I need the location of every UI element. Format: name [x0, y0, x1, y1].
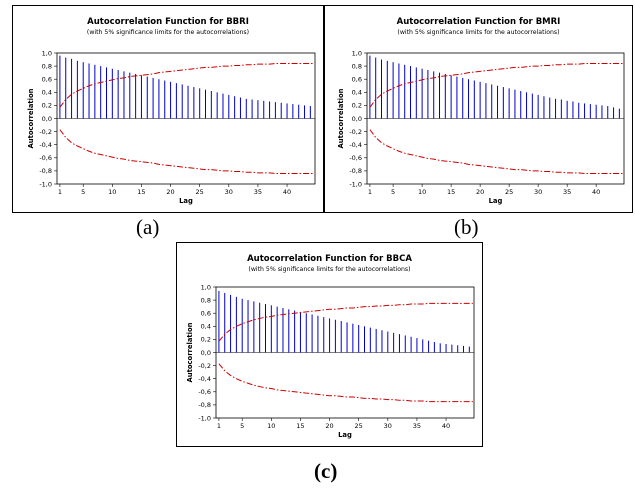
- acf-chart-bbri: Autocorrelation Function for BBRI (with 5…: [27, 17, 316, 205]
- x-tick-label: 35: [563, 188, 571, 196]
- y-tick-label: 0,6: [352, 76, 362, 84]
- y-axis-label: Autocorrelation: [337, 88, 345, 148]
- x-tick-label: 10: [418, 188, 426, 196]
- caption-b: (b): [454, 215, 479, 239]
- chart-title: Autocorrelation Function for BBCA: [247, 254, 412, 264]
- acf-panel-bmri: Autocorrelation Function for BMRI (with 5…: [324, 5, 633, 213]
- x-tick-label: 10: [108, 188, 116, 196]
- y-tick-label: -0,8: [39, 167, 52, 175]
- y-tick-label: 0,6: [201, 310, 211, 318]
- y-tick-label: 0,6: [42, 76, 52, 84]
- x-tick-label: 20: [476, 188, 484, 196]
- y-tick-label: 0,0: [201, 349, 211, 357]
- y-tick-label: -0,8: [198, 401, 211, 409]
- x-tick-label: 5: [240, 422, 244, 430]
- chart-title: Autocorrelation Function for BMRI: [397, 17, 561, 27]
- y-tick-label: -1,0: [349, 180, 362, 188]
- y-tick-label: 0,4: [42, 89, 52, 97]
- y-tick-label: -1,0: [198, 414, 211, 422]
- y-tick-label: 0,4: [352, 89, 362, 97]
- x-tick-label: 10: [267, 422, 275, 430]
- x-tick-label: 15: [137, 188, 145, 196]
- upper-significance-limit: [218, 302, 473, 342]
- y-tick-label: -0,2: [39, 128, 52, 136]
- x-tick-label: 30: [225, 188, 233, 196]
- x-tick-label: 1: [217, 422, 221, 430]
- x-axis-label: Lag: [179, 197, 193, 205]
- x-tick-label: 25: [355, 422, 363, 430]
- lower-significance-limit: [369, 129, 623, 175]
- y-tick-label: -0,8: [349, 167, 362, 175]
- y-tick-label: 0,2: [42, 102, 52, 110]
- x-axis-label: Lag: [489, 197, 503, 205]
- y-tick-label: 0,8: [352, 62, 362, 70]
- y-tick-label: 1,0: [352, 49, 362, 57]
- x-tick-label: 35: [413, 422, 421, 430]
- acf-chart-bbca: Autocorrelation Function for BBCA (with 5…: [186, 254, 475, 439]
- caption-a: (a): [136, 215, 160, 239]
- y-tick-label: -0,4: [39, 141, 52, 149]
- y-tick-label: -0,2: [349, 128, 362, 136]
- acf-chart-bmri: Autocorrelation Function for BMRI (with 5…: [337, 17, 625, 205]
- x-tick-label: 40: [283, 188, 291, 196]
- x-tick-label: 20: [166, 188, 174, 196]
- x-tick-label: 1: [58, 188, 62, 196]
- chart-subtitle: (with 5% significance limits for the aut…: [87, 29, 249, 36]
- chart-subtitle: (with 5% significance limits for the aut…: [248, 266, 410, 273]
- x-tick-label: 25: [196, 188, 204, 196]
- x-tick-label: 40: [442, 422, 450, 430]
- x-tick-label: 15: [296, 422, 304, 430]
- x-tick-label: 35: [254, 188, 262, 196]
- y-tick-label: 0,8: [42, 62, 52, 70]
- acf-panel-bbri: Autocorrelation Function for BBRI (with 5…: [12, 5, 324, 213]
- x-tick-label: 25: [505, 188, 513, 196]
- x-tick-label: 30: [534, 188, 542, 196]
- caption-c: (c): [314, 459, 338, 483]
- acf-panel-bbca: Autocorrelation Function for BBCA (with 5…: [176, 242, 483, 447]
- x-tick-label: 1: [368, 188, 372, 196]
- y-axis-label: Autocorrelation: [27, 88, 35, 148]
- x-tick-label: 15: [447, 188, 455, 196]
- y-tick-label: 0,0: [352, 115, 362, 123]
- upper-significance-limit: [369, 62, 623, 108]
- lower-significance-limit: [59, 129, 314, 175]
- chart-subtitle: (with 5% significance limits for the aut…: [397, 29, 559, 36]
- y-tick-label: 0,2: [201, 336, 211, 344]
- lower-significance-limit: [218, 363, 473, 403]
- y-tick-label: -0,4: [349, 141, 362, 149]
- x-tick-label: 5: [391, 188, 395, 196]
- x-axis-label: Lag: [338, 431, 352, 439]
- upper-significance-limit: [59, 62, 314, 108]
- y-tick-label: 0,2: [352, 102, 362, 110]
- y-tick-label: -0,2: [198, 362, 211, 370]
- chart-title: Autocorrelation Function for BBRI: [87, 17, 249, 27]
- y-axis-label: Autocorrelation: [186, 322, 194, 382]
- x-tick-label: 40: [592, 188, 600, 196]
- y-tick-label: -0,6: [349, 154, 362, 162]
- y-tick-label: 1,0: [42, 49, 52, 57]
- x-tick-label: 20: [325, 422, 333, 430]
- y-tick-label: 0,8: [201, 296, 211, 304]
- y-tick-label: -0,6: [198, 388, 211, 396]
- y-tick-label: 1,0: [201, 283, 211, 291]
- x-tick-label: 30: [384, 422, 392, 430]
- y-tick-label: 0,0: [42, 115, 52, 123]
- y-tick-label: -0,6: [39, 154, 52, 162]
- y-tick-label: 0,4: [201, 323, 211, 331]
- y-tick-label: -0,4: [198, 375, 211, 383]
- x-tick-label: 5: [81, 188, 85, 196]
- y-tick-label: -1,0: [39, 180, 52, 188]
